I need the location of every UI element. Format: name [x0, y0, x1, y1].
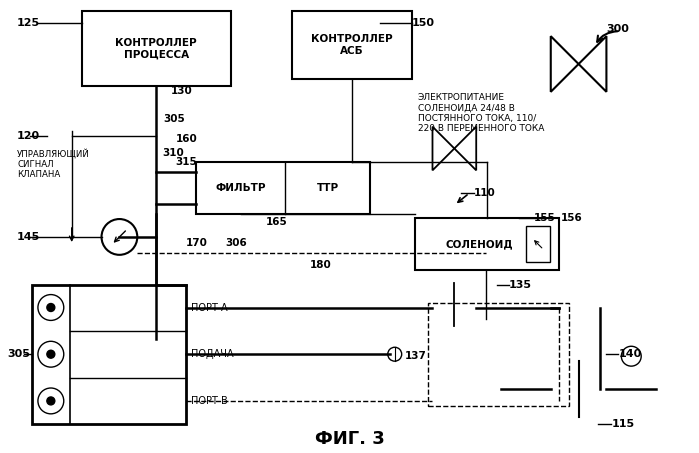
- Bar: [415, 218, 559, 270]
- Text: 120: 120: [17, 130, 40, 140]
- Text: 310: 310: [162, 149, 184, 159]
- Text: 110: 110: [474, 188, 496, 198]
- Text: ПОРТ А: ПОРТ А: [191, 303, 228, 313]
- Text: 140: 140: [619, 349, 642, 359]
- Text: 305: 305: [7, 349, 30, 359]
- Text: 155: 155: [534, 213, 556, 223]
- Text: 305: 305: [163, 114, 185, 124]
- Text: 315: 315: [175, 157, 197, 168]
- Bar: [526, 226, 550, 262]
- Text: 156: 156: [561, 213, 582, 223]
- Bar: [32, 284, 186, 424]
- Text: ЭЛЕКТРОПИТАНИЕ
СОЛЕНОИДА 24/48 В
ПОСТЯННОГО ТОКА, 110/
220 В ПЕРЕМЕННОГО ТОКА: ЭЛЕКТРОПИТАНИЕ СОЛЕНОИДА 24/48 В ПОСТЯНН…: [417, 93, 544, 133]
- Text: 135: 135: [509, 280, 532, 289]
- Text: ТТР: ТТР: [317, 183, 339, 193]
- Text: 125: 125: [17, 18, 40, 28]
- Text: 170: 170: [186, 238, 208, 248]
- Bar: [292, 11, 412, 79]
- Text: 137: 137: [405, 351, 426, 361]
- Text: 165: 165: [266, 217, 287, 227]
- Text: 300: 300: [607, 24, 629, 34]
- Text: 130: 130: [171, 86, 193, 96]
- Text: СОЛЕНОИД: СОЛЕНОИД: [445, 239, 513, 249]
- Text: 150: 150: [412, 18, 435, 28]
- Bar: [428, 303, 569, 406]
- Circle shape: [47, 350, 55, 358]
- Text: 145: 145: [17, 232, 41, 242]
- Text: 160: 160: [176, 134, 198, 144]
- Bar: [82, 11, 231, 86]
- Circle shape: [47, 304, 55, 312]
- Text: 306: 306: [226, 238, 247, 248]
- Circle shape: [47, 397, 55, 405]
- Text: 180: 180: [310, 260, 332, 270]
- Text: 115: 115: [612, 419, 635, 429]
- Bar: [196, 162, 370, 214]
- Text: ПОДАЧА: ПОДАЧА: [191, 349, 233, 359]
- Text: ФИГ. 3: ФИГ. 3: [315, 430, 385, 448]
- Text: УПРАВЛЯЮЩИЙ
СИГНАЛ
КЛАПАНА: УПРАВЛЯЮЩИЙ СИГНАЛ КЛАПАНА: [17, 149, 90, 179]
- Text: КОНТРОЛЛЕР
ПРОЦЕССА: КОНТРОЛЛЕР ПРОЦЕССА: [115, 38, 197, 59]
- Text: КОНТРОЛЛЕР
АСБ: КОНТРОЛЛЕР АСБ: [311, 34, 393, 56]
- Text: ПОРТ В: ПОРТ В: [191, 396, 228, 406]
- Text: ФИЛЬТР: ФИЛЬТР: [215, 183, 266, 193]
